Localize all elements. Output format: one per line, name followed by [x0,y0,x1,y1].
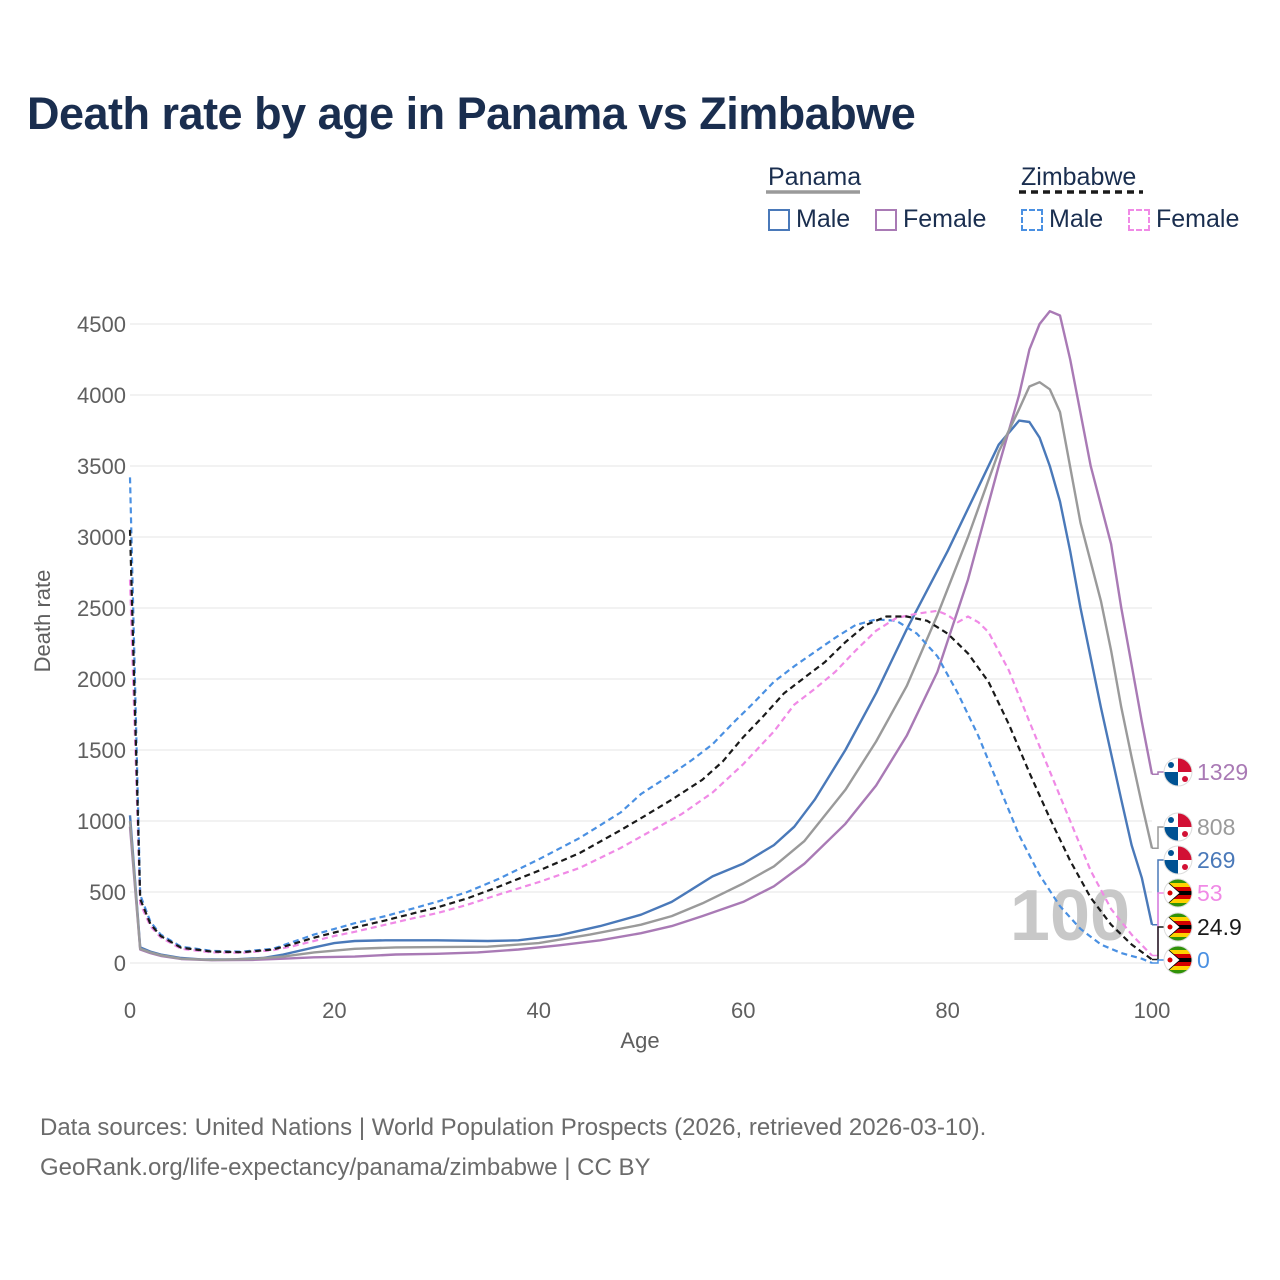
source-line-1: Data sources: United Nations | World Pop… [40,1114,987,1141]
series-line-zimbabwe-total [128,529,1153,961]
source-note: Data sources: United Nations | World Pop… [40,1108,986,1188]
legend-underline-zimbabwe [1019,190,1143,194]
y-tick-label-4500: 4500 [77,312,126,337]
flag-marker-zimbabwe-53 [1163,878,1193,908]
x-tick-label-0: 0 [124,998,136,1023]
source-line-2[interactable]: GeoRank.org/life-expectancy/panama/zimba… [40,1154,651,1181]
flag-marker-panama-269 [1163,845,1193,875]
y-tick-label-1000: 1000 [77,809,126,834]
series-line-zimbabwe-male [128,477,1153,965]
leader-line-panama-1329 [1152,771,1164,776]
y-tick-label-2000: 2000 [77,667,126,692]
x-tick-label-80: 80 [935,998,959,1023]
leader-line-zimbabwe-53 [1152,892,1164,957]
y-tick-label-0: 0 [114,951,126,976]
leader-line-panama-808 [1152,826,1164,850]
legend-underline-panama [766,190,860,194]
legend-swatch-panama-female [875,208,897,231]
end-label-zimbabwe-0: 0 [1197,947,1210,973]
leader-line-zimbabwe-0 [1152,959,1164,964]
series-line-zimbabwe-female [128,579,1153,957]
series-line-panama-female [128,310,1154,962]
flag-marker-panama-808 [1163,812,1193,842]
legend-item-zimbabwe-female[interactable]: Female [1128,205,1239,234]
legend-label-zimbabwe-male: Male [1049,205,1104,233]
y-tick-label-3500: 3500 [77,454,126,479]
y-axis-title: Death rate [30,570,55,673]
legend-swatch-zimbabwe-male [1021,208,1043,231]
series-line-panama-total [128,381,1154,962]
flag-marker-zimbabwe-24-9 [1163,912,1193,942]
legend-group-panama: Panama [768,163,862,191]
x-tick-label-60: 60 [731,998,755,1023]
y-tick-label-500: 500 [89,880,126,905]
legend-item-panama-male[interactable]: Male [768,205,850,234]
end-label-panama-808: 808 [1197,814,1235,840]
legend-item-panama-female[interactable]: Female [875,205,986,234]
end-label-panama-269: 269 [1197,847,1235,873]
x-tick-label-20: 20 [322,998,346,1023]
flag-marker-zimbabwe-0 [1163,945,1193,975]
legend-label-panama-female: Female [903,205,987,233]
legend-swatch-zimbabwe-female [1128,208,1150,231]
y-tick-label-4000: 4000 [77,383,126,408]
end-label-panama-1329: 1329 [1197,759,1248,785]
death-rate-chart: 100 050010001500200025003000350040004500… [30,310,1248,1053]
grid-lines [130,323,1152,964]
leader-line-zimbabwe-24-9 [1152,926,1164,961]
x-tick-label-40: 40 [527,998,551,1023]
legend-group-zimbabwe: Zimbabwe [1021,163,1137,191]
series-line-panama-male [128,419,1154,961]
legend-label-zimbabwe-female: Female [1156,205,1240,233]
legend-swatch-panama-male [768,208,790,231]
x-tick-label-100: 100 [1134,998,1171,1023]
y-tick-label-3000: 3000 [77,525,126,550]
axis-layer: 0 500 1000 1500 2000 2500 3000 3500 4000 4500 0 20 4… [30,312,1170,1053]
end-label-zimbabwe-24-9: 24.9 [1197,914,1242,940]
y-tick-label-1500: 1500 [77,738,126,763]
legend-item-zimbabwe-male[interactable]: Male [1021,205,1103,234]
chart-title: Death rate by age in Panama vs Zimbabwe [27,88,916,139]
y-tick-label-2500: 2500 [77,596,126,621]
series-layer [128,310,1154,965]
x-axis-title: Age [620,1028,659,1053]
end-labels: 1329 808 269 53 24.9 0 [1152,757,1248,975]
legend-label-panama-male: Male [796,205,851,233]
flag-marker-panama-1329 [1163,757,1193,787]
end-label-zimbabwe-53: 53 [1197,880,1223,906]
